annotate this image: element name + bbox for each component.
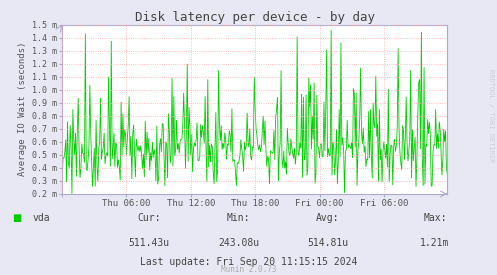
- Text: 514.81u: 514.81u: [308, 238, 348, 248]
- Text: Avg:: Avg:: [316, 213, 340, 223]
- Text: Max:: Max:: [423, 213, 447, 223]
- Text: 511.43u: 511.43u: [129, 238, 169, 248]
- Text: Last update: Fri Sep 20 11:15:15 2024: Last update: Fri Sep 20 11:15:15 2024: [140, 257, 357, 267]
- Text: vda: vda: [32, 213, 50, 223]
- Text: Cur:: Cur:: [137, 213, 161, 223]
- Text: ■: ■: [12, 213, 22, 223]
- Text: Munin 2.0.73: Munin 2.0.73: [221, 265, 276, 274]
- Text: 243.08u: 243.08u: [218, 238, 259, 248]
- Text: RRDTOOL / TOBI OETIKER: RRDTOOL / TOBI OETIKER: [488, 69, 494, 162]
- Y-axis label: Average IO Wait (seconds): Average IO Wait (seconds): [18, 42, 27, 177]
- Text: Min:: Min:: [227, 213, 250, 223]
- Title: Disk latency per device - by day: Disk latency per device - by day: [135, 10, 375, 24]
- Text: 1.21m: 1.21m: [420, 238, 450, 248]
